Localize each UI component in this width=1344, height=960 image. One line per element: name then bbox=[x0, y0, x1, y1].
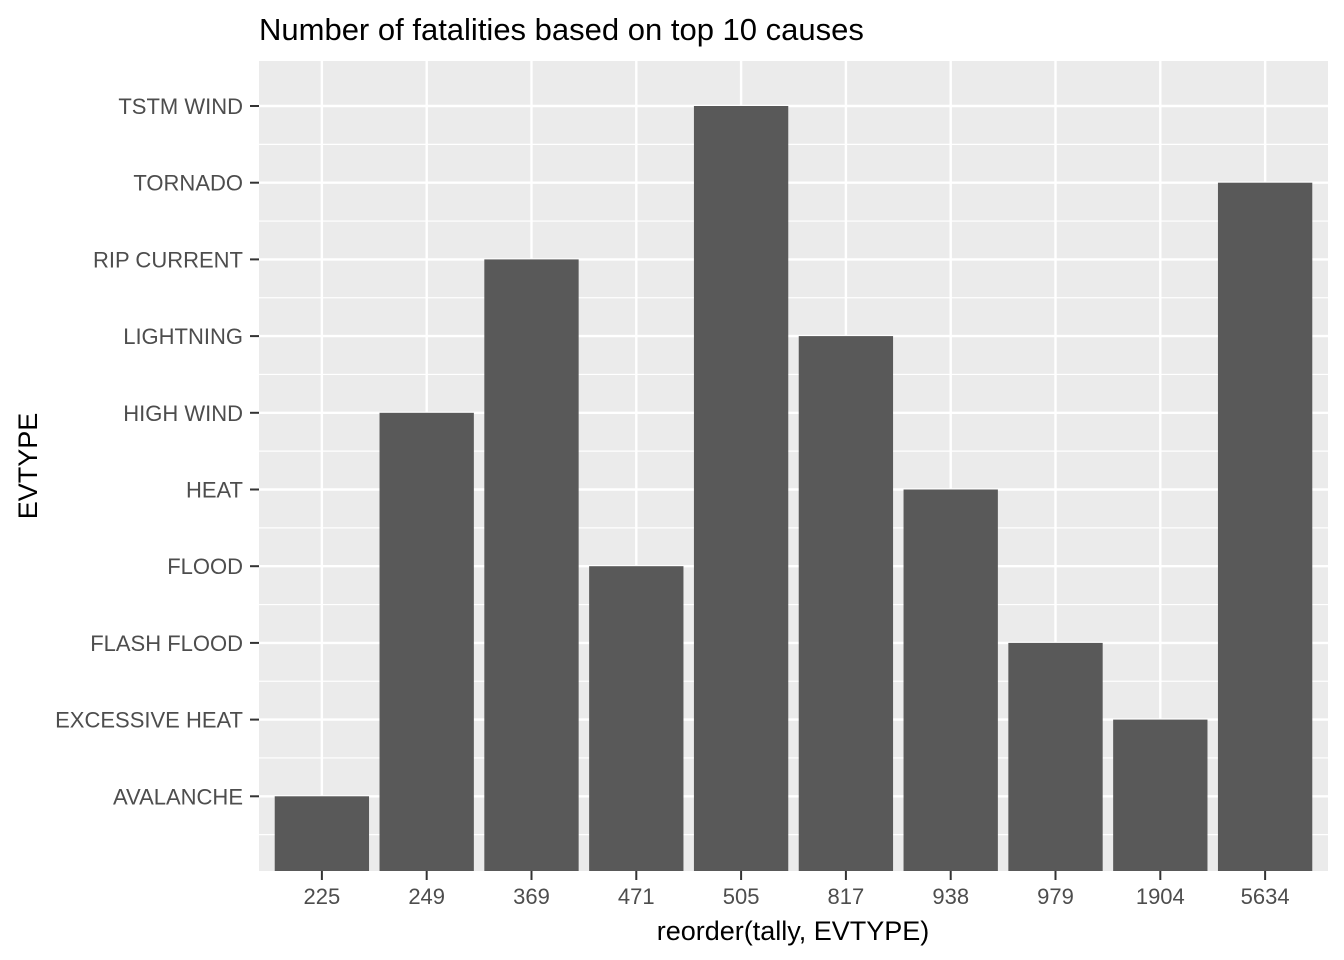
x-tick-label: 249 bbox=[408, 884, 445, 909]
x-tick-label: 505 bbox=[723, 884, 760, 909]
y-tick-label: FLASH FLOOD bbox=[90, 631, 243, 656]
y-tick-label: FLOOD bbox=[167, 554, 243, 579]
y-axis-title: EVTYPE bbox=[13, 413, 43, 520]
x-axis: 225 249 369 471 505 817 938 979 1904 5634 bbox=[304, 871, 1290, 909]
y-tick-label: EXCESSIVE HEAT bbox=[55, 708, 243, 733]
bar bbox=[484, 259, 579, 871]
x-tick-label: 471 bbox=[618, 884, 655, 909]
x-tick-label: 225 bbox=[304, 884, 341, 909]
y-tick-label: HIGH WIND bbox=[123, 401, 243, 426]
x-axis-title: reorder(tally, EVTYPE) bbox=[657, 916, 930, 946]
x-tick-label: 5634 bbox=[1241, 884, 1290, 909]
y-tick-label: RIP CURRENT bbox=[93, 247, 243, 272]
bar bbox=[798, 336, 894, 872]
y-tick-label: AVALANCHE bbox=[113, 784, 243, 809]
y-axis: AVALANCHE EXCESSIVE HEAT FLASH FLOOD FLOOD H… bbox=[55, 94, 259, 809]
bar bbox=[1113, 719, 1208, 871]
x-tick-label: 1904 bbox=[1136, 884, 1185, 909]
bar bbox=[274, 796, 370, 871]
bar bbox=[903, 489, 998, 871]
bars bbox=[274, 106, 1313, 872]
x-tick-label: 817 bbox=[828, 884, 865, 909]
y-tick-label: TSTM WIND bbox=[118, 94, 243, 119]
x-tick-label: 979 bbox=[1037, 884, 1074, 909]
bar bbox=[1008, 642, 1103, 871]
x-tick-label: 938 bbox=[932, 884, 969, 909]
bar bbox=[379, 412, 474, 871]
bar bbox=[589, 566, 684, 871]
bar bbox=[693, 106, 789, 871]
y-tick-label: HEAT bbox=[186, 478, 243, 503]
bar bbox=[1217, 182, 1313, 871]
y-tick-label: TORNADO bbox=[133, 171, 243, 196]
y-tick-label: LIGHTNING bbox=[123, 324, 243, 349]
chart-title: Number of fatalities based on top 10 cau… bbox=[259, 12, 864, 47]
x-tick-label: 369 bbox=[513, 884, 550, 909]
